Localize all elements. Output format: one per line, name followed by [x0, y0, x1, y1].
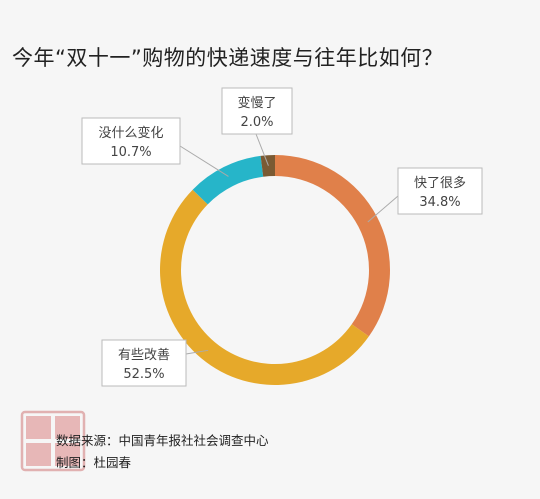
- donut-slice-1: [275, 155, 391, 337]
- donut-slice-2: [160, 189, 369, 385]
- callout-leader-3: [179, 145, 229, 177]
- data-source: 数据来源：中国青年报社社会调查中心: [56, 433, 269, 448]
- donut-slice-3: [192, 155, 264, 205]
- slice-label-2: 有些改善: [118, 347, 170, 363]
- chart-maker: 制图：杜园春: [56, 455, 132, 470]
- callouts: 快了很多 34.8% 有些改善 52.5% 没什么变化 10.7% 变慢了 2.0%: [81, 87, 483, 387]
- callout-leader-4: [255, 133, 269, 166]
- slice-value-2: 52.5%: [123, 367, 164, 382]
- slice-value-3: 10.7%: [110, 145, 151, 160]
- callout-box-4: [221, 87, 293, 135]
- callout-leader-1: [367, 195, 399, 223]
- slice-value-4: 2.0%: [240, 115, 273, 130]
- callout-box-3: [81, 117, 181, 165]
- slice-label-4: 变慢了: [237, 95, 276, 111]
- callout-box-2: [101, 339, 187, 387]
- donut-slices: [160, 155, 391, 385]
- callout-leader-2: [185, 349, 209, 355]
- donut-slice-4: [260, 155, 275, 177]
- callout-box-1: [397, 167, 483, 215]
- slice-value-1: 34.8%: [419, 195, 460, 210]
- source-block: 数据来源：中国青年报社社会调查中心 制图：杜园春: [20, 410, 340, 474]
- slice-label-3: 没什么变化: [98, 125, 163, 141]
- slice-label-1: 快了很多: [414, 175, 466, 191]
- seal-stamp-icon: [20, 410, 86, 472]
- chart-title: 今年“双十一”购物的快递速度与往年比如何？: [12, 46, 444, 70]
